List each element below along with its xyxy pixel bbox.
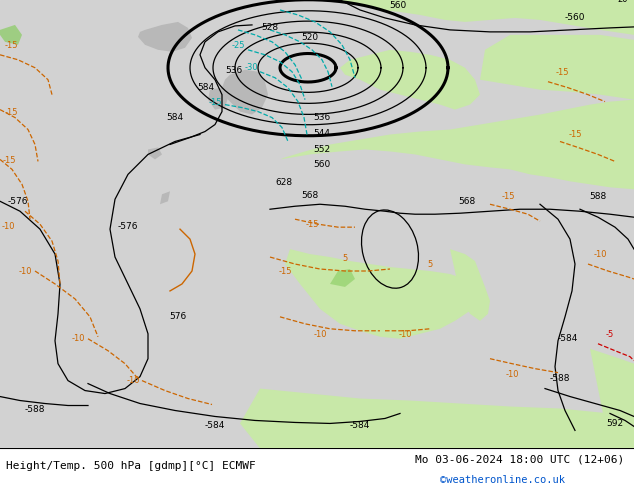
Text: 560: 560 [313, 160, 330, 170]
Polygon shape [222, 70, 268, 115]
Text: 568: 568 [301, 191, 319, 200]
Text: -15: -15 [555, 68, 569, 77]
Text: 584: 584 [167, 113, 184, 122]
Polygon shape [450, 249, 490, 321]
Text: -10: -10 [72, 334, 85, 343]
Text: 584: 584 [197, 83, 214, 92]
Text: -10: -10 [593, 250, 607, 259]
Text: -15: -15 [5, 108, 18, 117]
Text: -15: -15 [5, 41, 18, 50]
Text: -10: -10 [398, 330, 411, 339]
Polygon shape [240, 389, 634, 448]
Text: 536: 536 [313, 113, 330, 122]
Text: 528: 528 [261, 23, 278, 32]
Text: -10: -10 [505, 369, 519, 379]
Text: -588: -588 [25, 406, 45, 415]
Text: -15: -15 [305, 220, 319, 229]
Text: 520: 520 [301, 33, 318, 42]
Text: -10: -10 [2, 222, 15, 231]
Text: Height/Temp. 500 hPa [gdmp][°C] ECMWF: Height/Temp. 500 hPa [gdmp][°C] ECMWF [6, 461, 256, 470]
Text: -15: -15 [209, 98, 222, 107]
Text: 568: 568 [458, 197, 476, 206]
Text: -588: -588 [550, 373, 570, 383]
Text: -560: -560 [565, 13, 585, 22]
Text: 544: 544 [313, 128, 330, 138]
Text: 588: 588 [590, 192, 607, 201]
Text: -15: -15 [568, 130, 582, 140]
Text: -30: -30 [244, 63, 258, 72]
Text: 560: 560 [389, 1, 406, 10]
Text: -15: -15 [3, 156, 16, 166]
Polygon shape [335, 0, 634, 35]
Text: 628: 628 [276, 178, 293, 187]
Text: 5: 5 [427, 260, 432, 269]
Text: 552: 552 [313, 146, 330, 154]
Text: -584: -584 [205, 421, 225, 430]
Text: 20: 20 [618, 0, 628, 4]
Text: -10: -10 [18, 267, 32, 276]
Text: -584: -584 [558, 334, 578, 343]
Polygon shape [148, 147, 162, 159]
Text: 5: 5 [342, 254, 347, 263]
Text: -576: -576 [118, 222, 138, 231]
Text: -25: -25 [231, 41, 245, 50]
Polygon shape [590, 349, 634, 448]
Text: -10: -10 [313, 330, 327, 339]
Text: -15: -15 [278, 267, 292, 276]
Polygon shape [208, 88, 228, 110]
Text: Mo 03-06-2024 18:00 UTC (12+06): Mo 03-06-2024 18:00 UTC (12+06) [415, 455, 624, 465]
Polygon shape [340, 50, 480, 110]
Text: ©weatheronline.co.uk: ©weatheronline.co.uk [440, 475, 565, 485]
Polygon shape [160, 191, 170, 204]
Text: -584: -584 [350, 421, 370, 430]
Polygon shape [280, 99, 634, 189]
Polygon shape [480, 35, 634, 99]
Polygon shape [330, 269, 355, 287]
Text: 592: 592 [607, 419, 624, 428]
Text: 536: 536 [226, 66, 243, 75]
Text: -15: -15 [501, 192, 515, 201]
Text: -10: -10 [127, 376, 140, 385]
Polygon shape [0, 25, 22, 45]
Text: 576: 576 [169, 312, 186, 321]
Text: -576: -576 [8, 197, 29, 206]
Polygon shape [285, 249, 480, 339]
Text: -5: -5 [606, 330, 614, 339]
Polygon shape [138, 22, 192, 52]
